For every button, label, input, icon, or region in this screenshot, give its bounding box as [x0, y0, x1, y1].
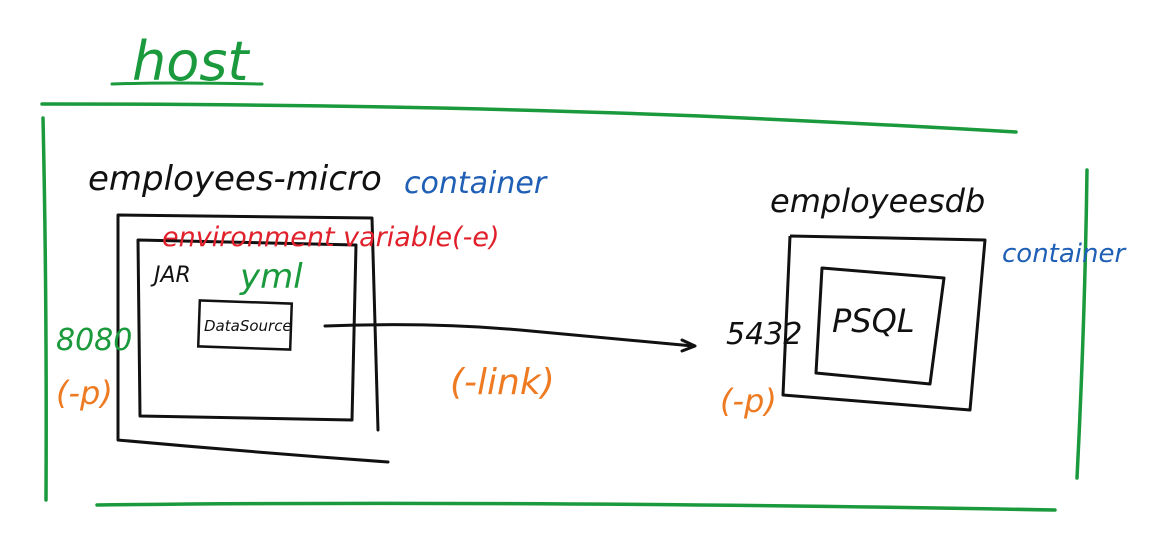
datasource-box — [196, 299, 294, 351]
host-label-underline — [110, 81, 264, 86]
app-container-inner-box — [136, 238, 358, 422]
host-region: host — [40, 30, 1089, 512]
db-port-label: 5432 — [726, 317, 802, 352]
host-left-border — [41, 116, 48, 502]
yml-label: yml — [239, 257, 303, 297]
app-port-label: 8080 — [56, 323, 132, 358]
app-container: employees-micro container environment va… — [56, 159, 548, 464]
db-container-inner-box — [814, 266, 946, 386]
jar-label: JAR — [150, 263, 191, 288]
app-container-name: employees-micro — [88, 159, 382, 199]
datasource-label: DataSource — [204, 317, 292, 335]
db-container: employeesdb container PSQL 5432 (-p) — [720, 182, 1128, 420]
host-right-border — [1075, 168, 1089, 480]
host-top-border — [40, 102, 1018, 134]
link-connection: (-link) — [323, 323, 697, 403]
db-port-flag: (-p) — [720, 382, 777, 420]
db-container-outer-box — [781, 234, 987, 412]
db-container-kind-label: container — [1002, 239, 1128, 269]
link-arrow-line — [323, 323, 695, 348]
host-bottom-border — [95, 501, 1057, 512]
db-container-name: employeesdb — [770, 182, 985, 220]
link-label: (-link) — [450, 362, 555, 403]
psql-label: PSQL — [832, 302, 915, 340]
app-container-kind-label: container — [404, 166, 548, 201]
app-container-outer-box — [116, 213, 390, 464]
link-arrow-head — [680, 338, 697, 353]
env-variable-label: environment variable(-e) — [162, 222, 499, 253]
app-port-flag: (-p) — [56, 374, 113, 412]
